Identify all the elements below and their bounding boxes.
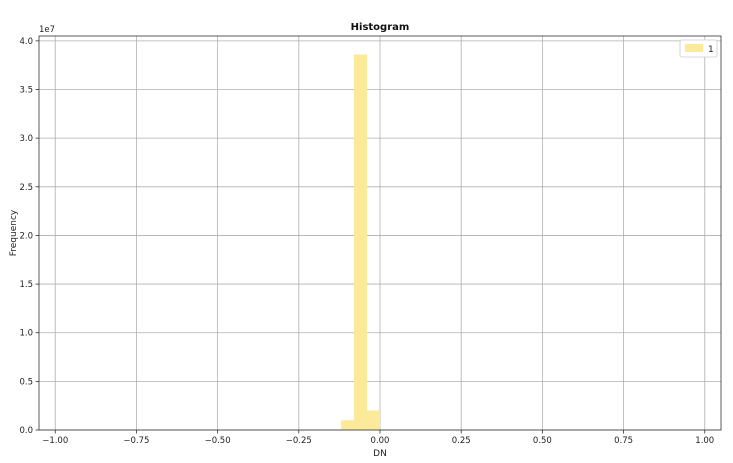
- y-tick-label: 0.5: [19, 377, 33, 387]
- y-tick-label: 2.5: [19, 183, 33, 193]
- y-tick-label: 2.0: [19, 231, 33, 241]
- histogram-bars: [341, 54, 380, 430]
- y-tick-label: 1.5: [19, 280, 33, 290]
- grid-lines: [39, 36, 721, 430]
- x-tick-label: −0.25: [286, 436, 312, 446]
- y-axis-multiplier: 1e7: [39, 25, 55, 35]
- legend: 1: [680, 40, 717, 57]
- y-tick-label: 4.0: [19, 37, 33, 47]
- histogram-bar: [367, 411, 380, 430]
- legend-label: 1: [708, 45, 714, 55]
- x-axis-label: DN: [373, 449, 387, 459]
- x-tick-label: 0.75: [614, 436, 633, 446]
- x-tick-label: 0.50: [533, 436, 552, 446]
- y-tick-label: 0.0: [19, 426, 33, 436]
- x-tick-label: 0.25: [452, 436, 471, 446]
- x-tick-label: −0.75: [123, 436, 149, 446]
- y-tick-label: 1.0: [19, 329, 33, 339]
- histogram-bar: [354, 54, 367, 430]
- x-tick-label: −0.50: [205, 436, 231, 446]
- histogram-bar: [341, 420, 354, 430]
- x-tick-label: −1.00: [42, 436, 68, 446]
- y-axis-label: Frequency: [9, 209, 19, 256]
- y-tick-label: 3.5: [19, 86, 33, 96]
- legend-swatch: [685, 44, 703, 52]
- y-tick-label: 3.0: [19, 134, 33, 144]
- chart-title: Histogram: [351, 22, 410, 33]
- x-tick-label: 0.00: [371, 436, 390, 446]
- x-tick-label: 1.00: [695, 436, 714, 446]
